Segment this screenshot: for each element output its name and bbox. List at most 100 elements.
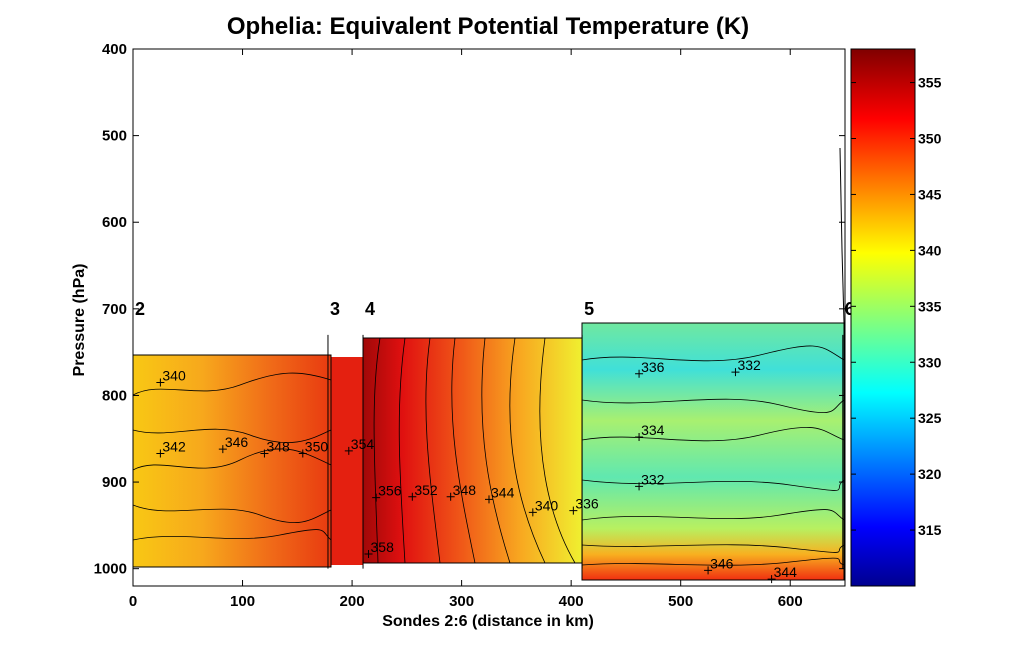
colorbar-tick-label: 355 — [918, 75, 942, 91]
contour-label: 336 — [641, 359, 665, 375]
contour-label: 356 — [378, 483, 402, 499]
contour-line — [132, 372, 332, 396]
contour-label: 346 — [225, 434, 249, 450]
contour-label: 348 — [453, 482, 477, 498]
segment-sonde2-3 — [133, 355, 331, 567]
contour-line — [481, 337, 511, 564]
colorbar-tick-label: 325 — [918, 410, 942, 426]
contour-line — [581, 479, 845, 491]
x-tick-label: 100 — [230, 593, 255, 610]
contour-label-marker — [364, 549, 373, 558]
contour-line — [581, 509, 845, 521]
contour-lines — [132, 337, 845, 566]
colorbar-tick-label: 350 — [918, 131, 942, 147]
sonde-label: 4 — [365, 299, 375, 319]
contour-line — [132, 428, 332, 443]
contour-label-marker — [731, 368, 740, 377]
x-tick-label: 200 — [340, 593, 365, 610]
x-tick-label: 500 — [668, 593, 693, 610]
colorbar-tick-label: 315 — [918, 522, 942, 538]
y-axis-label: Pressure (hPa) — [71, 264, 88, 377]
contour-label-marker — [260, 449, 269, 458]
chart-title: Ophelia: Equivalent Potential Temperatur… — [227, 13, 749, 40]
colorbar-ticks: 315 320 325 330 335 340 345 350 355 — [851, 75, 942, 538]
contour-line — [132, 529, 332, 541]
contour-label: 332 — [641, 471, 665, 487]
contour-label: 340 — [162, 367, 186, 383]
contour-line — [581, 427, 845, 442]
x-tick-label: 600 — [778, 593, 803, 610]
contour-line — [581, 557, 845, 566]
sonde-label: 3 — [330, 299, 340, 319]
contour-label-marker — [408, 492, 417, 501]
contour-line — [425, 337, 441, 564]
x-tick-label: 300 — [449, 593, 474, 610]
contour-line — [132, 504, 332, 523]
contour-label: 334 — [641, 422, 665, 438]
x-axis-label: Sondes 2:6 (distance in km) — [382, 613, 594, 630]
axes: 0 100 200 300 400 500 600 400 500 600 700 800 900 100… — [94, 41, 845, 610]
segment-sonde4-5 — [363, 338, 582, 563]
sonde-label: 2 — [135, 299, 145, 319]
colorbar-tick-label: 345 — [918, 186, 942, 202]
segment-sonde3-4 — [331, 357, 363, 565]
y-tick-label: 700 — [102, 301, 127, 318]
contour-label-marker — [156, 449, 165, 458]
contour-label: 350 — [305, 438, 329, 454]
colorbar-tick-label: 335 — [918, 298, 942, 314]
contour-label: 336 — [575, 496, 599, 512]
contour-label: 352 — [414, 482, 438, 498]
y-tick-label: 900 — [102, 474, 127, 491]
contour-label-marker — [218, 445, 227, 454]
y-tick-label: 600 — [102, 214, 127, 231]
contour-label-marker — [344, 446, 353, 455]
contour-fields — [133, 323, 844, 580]
colorbar-tick-label: 330 — [918, 354, 942, 370]
contour-label-marker — [767, 575, 776, 584]
contour-line — [509, 337, 546, 564]
contour-label-marker — [635, 433, 644, 442]
contour-label: 344 — [491, 484, 515, 500]
contour-label-marker — [298, 449, 307, 458]
contour-label-marker — [528, 508, 537, 517]
contour-label-marker — [485, 495, 493, 504]
contour-label-marker — [446, 492, 455, 501]
segment-sonde5-6 — [582, 323, 844, 580]
contour-line — [539, 337, 576, 564]
contour-label-marker — [635, 482, 644, 491]
sonde-markers: 2 3 4 5 6 — [132, 299, 855, 569]
colorbar-tick-label: 340 — [918, 242, 942, 258]
contour-line — [398, 337, 406, 564]
contour-label: 358 — [371, 539, 395, 555]
contour-label-marker — [635, 369, 644, 378]
contour-label-marker — [156, 378, 165, 387]
y-tick-label: 500 — [102, 128, 127, 145]
sonde-label: 6 — [845, 299, 855, 319]
contour-label: 340 — [535, 497, 559, 513]
contour-labels: 340 342 346 348 350 354 356 352 348 344 340 336 358 3… — [156, 357, 798, 584]
contour-label-marker — [569, 506, 578, 515]
sonde-trace-line — [839, 147, 845, 324]
contour-line — [581, 544, 845, 553]
contour-label: 332 — [737, 357, 761, 373]
contour-line — [451, 337, 476, 564]
x-tick-label: 400 — [559, 593, 584, 610]
contour-label: 344 — [774, 564, 798, 580]
y-tick-label: 1000 — [94, 561, 127, 578]
colorbar — [850, 48, 916, 587]
contour-label: 346 — [710, 555, 734, 571]
y-tick-label: 400 — [102, 41, 127, 58]
contour-label: 354 — [351, 436, 375, 452]
y-tick-label: 800 — [102, 387, 127, 404]
contour-line — [373, 337, 381, 564]
contour-label: 348 — [266, 438, 290, 454]
contour-label-marker — [372, 493, 381, 502]
contour-label: 342 — [162, 438, 186, 454]
contour-label-marker — [704, 566, 713, 575]
sonde-label: 5 — [584, 299, 594, 319]
x-tick-label: 0 — [129, 593, 137, 610]
contour-line — [581, 398, 845, 413]
contour-line — [581, 345, 845, 362]
colorbar-tick-label: 320 — [918, 466, 942, 482]
